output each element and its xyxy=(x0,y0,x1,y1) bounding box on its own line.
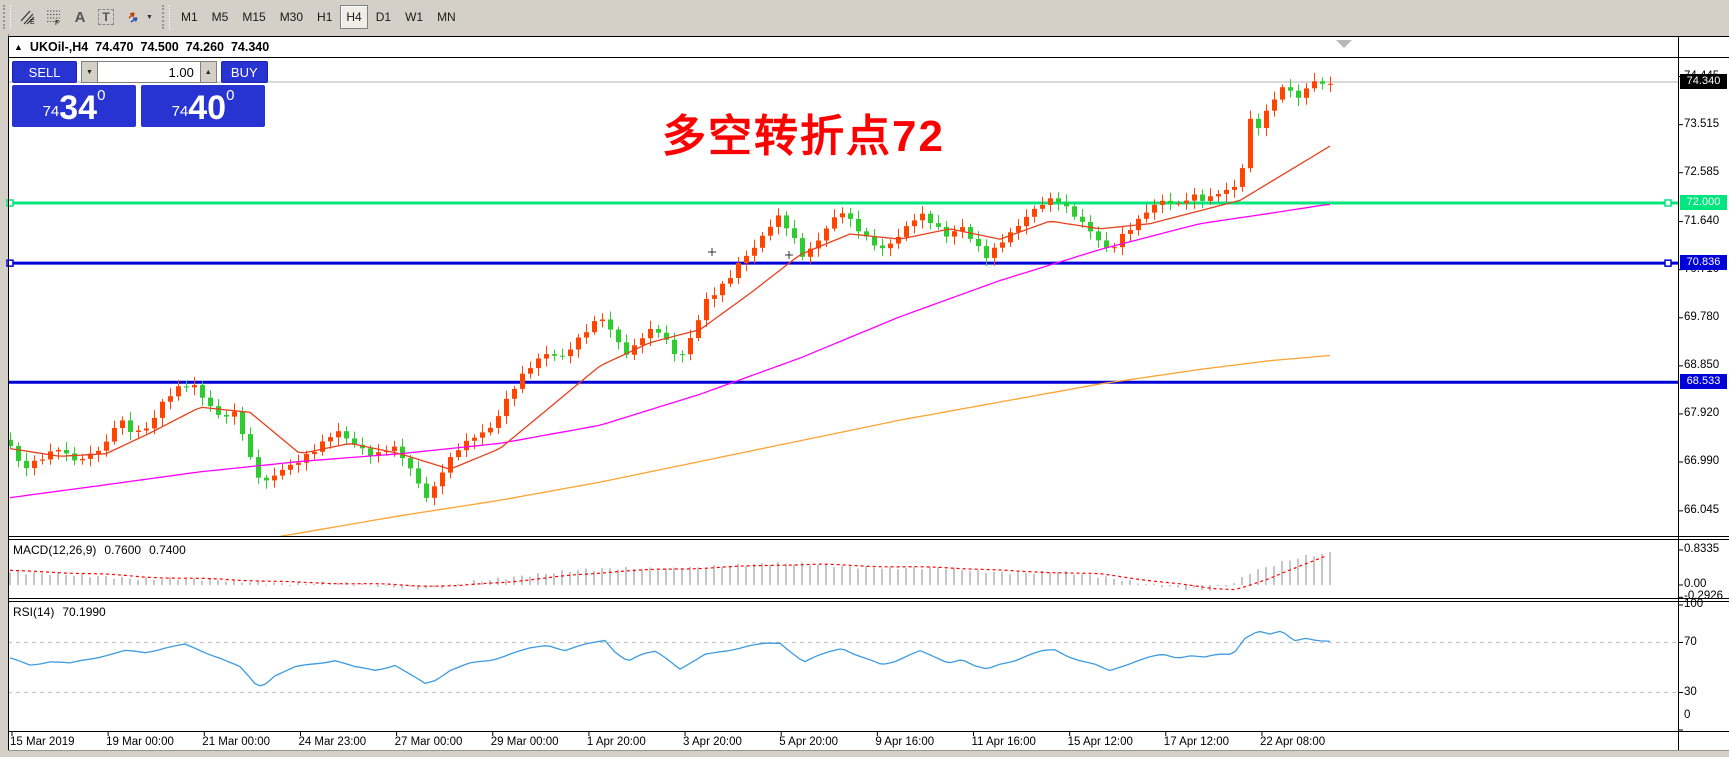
fibonacci-icon: F xyxy=(45,8,63,26)
rsi-tick-label: 70 xyxy=(1684,635,1697,648)
buy-price-prefix: 74 xyxy=(171,103,189,120)
sell-price-prefix: 74 xyxy=(42,103,60,120)
collapse-icon[interactable]: ▲ xyxy=(14,42,23,52)
volume-input[interactable] xyxy=(97,61,200,83)
price-tick-label: 66.045 xyxy=(1684,503,1720,516)
time-axis-label: 27 Mar 00:00 xyxy=(394,736,463,748)
time-axis-label: 3 Apr 20:00 xyxy=(683,736,742,748)
quote-low: 74.260 xyxy=(185,40,224,54)
timeframe-m1[interactable]: M1 xyxy=(175,5,204,29)
macd-signal-value: 0.7400 xyxy=(149,543,186,557)
macd-tick-label: 0.00 xyxy=(1684,578,1707,590)
text-tool-button[interactable]: T xyxy=(93,4,119,30)
quote-close: 74.340 xyxy=(230,40,270,54)
time-axis-label: 11 Apr 16:00 xyxy=(971,736,1036,748)
price-tick-label: 69.780 xyxy=(1684,310,1720,323)
price-tick-label: 66.990 xyxy=(1684,454,1720,467)
volume-decrease-button[interactable]: ▼ xyxy=(81,61,98,83)
quote-high: 74.500 xyxy=(140,40,179,54)
time-axis-label: 1 Apr 20:00 xyxy=(586,736,646,748)
arrows-tool-button[interactable]: ▼ xyxy=(119,4,159,30)
macd-label-row: MACD(12,26,9) 0.7600 0.7400 xyxy=(13,543,186,557)
time-axis-label: 22 Apr 08:00 xyxy=(1259,736,1326,748)
sell-price-quote[interactable]: 74 34 0 xyxy=(12,85,136,127)
price-tick-label: 73.515 xyxy=(1684,117,1720,130)
chart-annotation-text[interactable]: 多空转折点72 xyxy=(662,112,945,161)
hline-price-tag[interactable]: 70.836 xyxy=(1680,255,1727,271)
toolbar: E F A T ▼ M1 M5 M15 M30 H1 H4 D1 W1 MN xyxy=(0,0,1729,34)
quote-open: 74.470 xyxy=(95,40,134,54)
spinner-down-icon: ▼ xyxy=(86,68,93,76)
hline-price-tag[interactable]: 68.533 xyxy=(1680,374,1727,390)
time-axis-label: 29 Mar 00:00 xyxy=(490,736,559,748)
rsi-value: 70.1990 xyxy=(62,605,106,619)
time-axis-label: 17 Apr 12:00 xyxy=(1163,736,1230,748)
timeframe-d1[interactable]: D1 xyxy=(369,5,398,29)
rsi-label-row: RSI(14) 70.1990 xyxy=(13,605,106,619)
timeframe-w1[interactable]: W1 xyxy=(399,5,430,29)
price-tick-label: 68.850 xyxy=(1684,358,1720,371)
timeframe-m5[interactable]: M5 xyxy=(205,5,235,29)
price-tick-label: 72.585 xyxy=(1684,165,1720,178)
timeframe-mn[interactable]: MN xyxy=(431,5,462,29)
rsi-tick-label: 100 xyxy=(1684,598,1704,610)
rsi-tick-label: 30 xyxy=(1684,685,1697,698)
svg-text:E: E xyxy=(30,19,35,26)
spinner-up-icon: ▲ xyxy=(204,68,212,76)
price-tick-label: 71.640 xyxy=(1684,214,1720,227)
time-axis-label: 24 Mar 23:00 xyxy=(298,736,367,748)
time-axis-label: 19 Mar 00:00 xyxy=(106,736,174,748)
arrows-icon xyxy=(125,8,145,26)
rsi-tick-label: 0 xyxy=(1684,709,1691,721)
toolbar-grip[interactable] xyxy=(3,5,11,29)
text-icon: T xyxy=(98,9,114,25)
macd-value: 0.7600 xyxy=(104,543,142,557)
text-label-icon: A xyxy=(74,8,86,26)
time-axis-label: 5 Apr 20:00 xyxy=(779,736,839,748)
timeframe-m30[interactable]: M30 xyxy=(273,5,310,29)
buy-price-point: 0 xyxy=(226,87,235,104)
price-tick-label: 67.920 xyxy=(1684,406,1720,419)
last-price-tag: 74.340 xyxy=(1680,74,1727,89)
buy-price-pips: 40 xyxy=(188,89,227,127)
fibonacci-tool-button[interactable]: F xyxy=(41,4,67,30)
sell-price-pips: 34 xyxy=(59,89,98,127)
chart-background[interactable] xyxy=(8,36,1729,750)
macd-tick-label: -0.2926 xyxy=(1684,590,1724,603)
svg-text:F: F xyxy=(55,20,59,26)
timeframe-h1[interactable]: H1 xyxy=(311,5,339,29)
volume-increase-button[interactable]: ▲ xyxy=(199,61,217,83)
time-axis-label: 9 Apr 16:00 xyxy=(875,736,935,748)
timeframe-h4[interactable]: H4 xyxy=(340,5,368,29)
equidistant-channel-icon: E xyxy=(19,8,37,26)
window-bottom-edge xyxy=(0,751,1729,757)
toolbar-grip-2[interactable] xyxy=(162,5,170,29)
time-axis-label: 15 Apr 12:00 xyxy=(1067,736,1133,748)
symbol-label: UKOil-,H4 xyxy=(29,40,89,54)
macd-tick-label: 0.8335 xyxy=(1684,542,1720,555)
hline-price-tag[interactable]: 72.000 xyxy=(1680,194,1727,210)
time-axis-label: 15 Mar 2019 xyxy=(10,736,75,748)
buy-button[interactable]: BUY xyxy=(220,61,269,83)
sell-button[interactable]: SELL xyxy=(12,61,78,83)
equidistant-channel-tool-button[interactable]: E xyxy=(15,4,41,30)
buy-price-quote[interactable]: 74 40 0 xyxy=(141,85,265,127)
text-label-tool-button[interactable]: A xyxy=(67,4,93,30)
quote-header: ▲ UKOil-,H4 74.470 74.500 74.260 74.340 xyxy=(14,40,269,54)
rsi-label: RSI(14) xyxy=(13,605,55,619)
timeframe-m15[interactable]: M15 xyxy=(236,5,272,29)
macd-label: MACD(12,26,9) xyxy=(13,543,97,557)
dropdown-caret-icon: ▼ xyxy=(146,13,153,21)
sell-price-point: 0 xyxy=(97,87,106,104)
time-axis-label: 21 Mar 00:00 xyxy=(202,736,271,748)
